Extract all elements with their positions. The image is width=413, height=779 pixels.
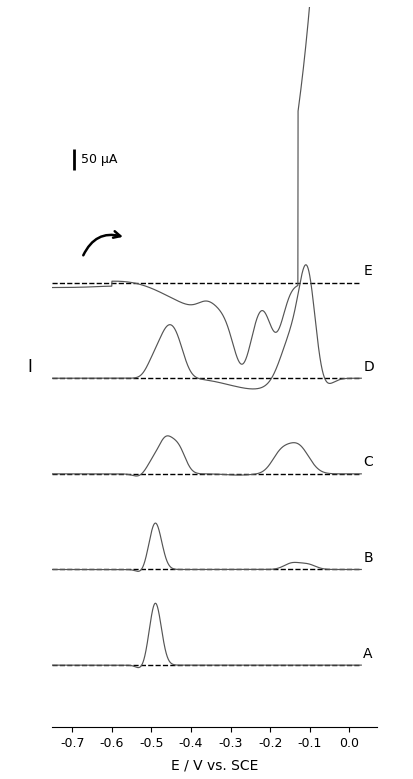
Y-axis label: I: I [27, 358, 32, 376]
Text: 50 μA: 50 μA [81, 153, 118, 166]
Text: D: D [363, 360, 374, 374]
Text: A: A [363, 647, 373, 661]
X-axis label: E / V vs. SCE: E / V vs. SCE [171, 758, 259, 772]
Text: E: E [363, 264, 372, 278]
Text: C: C [363, 456, 373, 470]
Text: B: B [363, 551, 373, 565]
